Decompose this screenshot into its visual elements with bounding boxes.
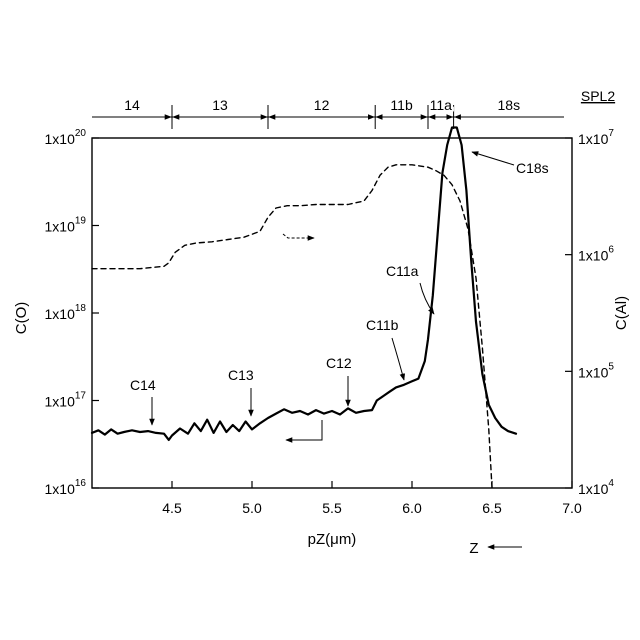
layer-label: 14 [124, 97, 140, 113]
layer-label: 11b [390, 97, 413, 113]
right-tick-label: 1x106 [578, 245, 614, 264]
annotation-c18s-arrow [472, 152, 514, 165]
layer-label: 18s [498, 97, 521, 113]
series-layer [92, 128, 516, 489]
annotation-c12: C12 [326, 355, 352, 371]
x-tick-labels: 4.5 5.0 5.5 6.0 6.5 7.0 [162, 500, 582, 516]
right-tick-label: 1x107 [578, 128, 614, 147]
oxygen-axis-pointer [286, 420, 322, 440]
annotation-c11b-arrow [392, 338, 404, 380]
right-tick-label: 1x105 [578, 361, 614, 380]
x-tick-label: 5.0 [242, 500, 262, 516]
direction-label: Z [469, 540, 478, 557]
left-tick-label: 1x1016 [45, 478, 87, 497]
annotation-c11b: C11b [366, 317, 399, 333]
left-tick-label: 1x1019 [45, 216, 87, 235]
plot-frame [92, 138, 572, 488]
layer-segment: 11b [376, 97, 427, 117]
right-tick-label: 1x104 [578, 478, 614, 497]
x-tick-label: 5.5 [322, 500, 342, 516]
aluminum-axis-pointer [283, 234, 314, 238]
annotation-c14: C14 [130, 377, 156, 393]
annotation-c13: C13 [228, 367, 254, 383]
left-tick-labels: 1x1016 1x1017 1x1018 1x1019 1x1020 [45, 128, 87, 497]
layer-label: 13 [212, 97, 228, 113]
layer-segment: 11a [429, 97, 453, 117]
left-tick-label: 1x1017 [45, 391, 87, 410]
left-tick-label: 1x1018 [45, 303, 87, 322]
annotation-c18s: C18s [516, 160, 549, 176]
layer-label: 11a [430, 97, 453, 113]
x-tick-label: 7.0 [562, 500, 582, 516]
right-axis-title: C(Al) [613, 296, 630, 330]
x-tick-label: 4.5 [162, 500, 182, 516]
x-tick-label: 6.0 [402, 500, 422, 516]
left-axis-title: C(O) [13, 302, 30, 335]
left-tick-label: 1x1020 [45, 128, 87, 147]
x-axis-title: pZ(μm) [308, 531, 357, 548]
oxygen-concentration-line [92, 128, 516, 440]
layer-bar: 14 13 12 11b 11a 18s [92, 97, 564, 129]
layer-segment: 18s [455, 97, 520, 117]
right-tick-labels: 1x104 1x105 1x106 1x107 [578, 128, 614, 497]
layer-label: 12 [314, 97, 330, 113]
annotation-c11a: C11a [386, 263, 419, 279]
layer-segment: 13 [173, 97, 267, 117]
layer-segment: 12 [269, 97, 374, 117]
x-tick-label: 6.5 [482, 500, 502, 516]
sample-label: SPL2 [581, 88, 615, 104]
layer-segment: 14 [124, 97, 171, 117]
axis-ticks [92, 138, 572, 488]
